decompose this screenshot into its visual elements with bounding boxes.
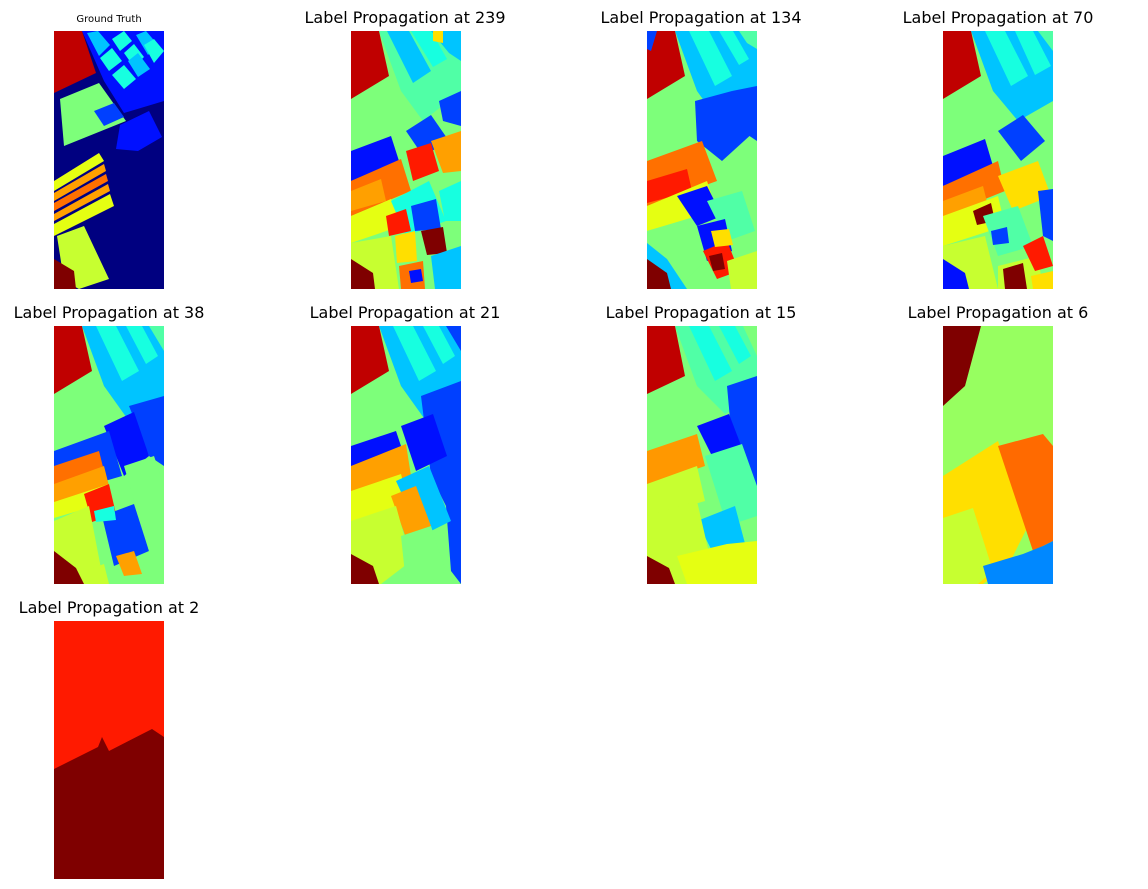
lp-15-map: [647, 326, 757, 584]
lp-70-map: [943, 31, 1053, 289]
panel-title-lp-15: Label Propagation at 15: [576, 303, 826, 322]
lp-239-map: [351, 31, 461, 289]
panel-title-lp-38: Label Propagation at 38: [0, 303, 234, 322]
panel-title-lp-21: Label Propagation at 21: [280, 303, 530, 322]
panel-title-lp-239: Label Propagation at 239: [280, 8, 530, 27]
panel-title-ground-truth: Ground Truth: [54, 14, 164, 25]
ground-truth-map: [54, 31, 164, 289]
lp-6-map: [943, 326, 1053, 584]
panel-title-lp-134: Label Propagation at 134: [576, 8, 826, 27]
panel-title-lp-2: Label Propagation at 2: [0, 598, 234, 617]
lp-38-map: [54, 326, 164, 584]
lp-21-map: [351, 326, 461, 584]
lp-134-map: [647, 31, 757, 289]
lp-2-map: [54, 621, 164, 879]
panel-title-lp-70: Label Propagation at 70: [873, 8, 1123, 27]
panel-title-lp-6: Label Propagation at 6: [873, 303, 1123, 322]
